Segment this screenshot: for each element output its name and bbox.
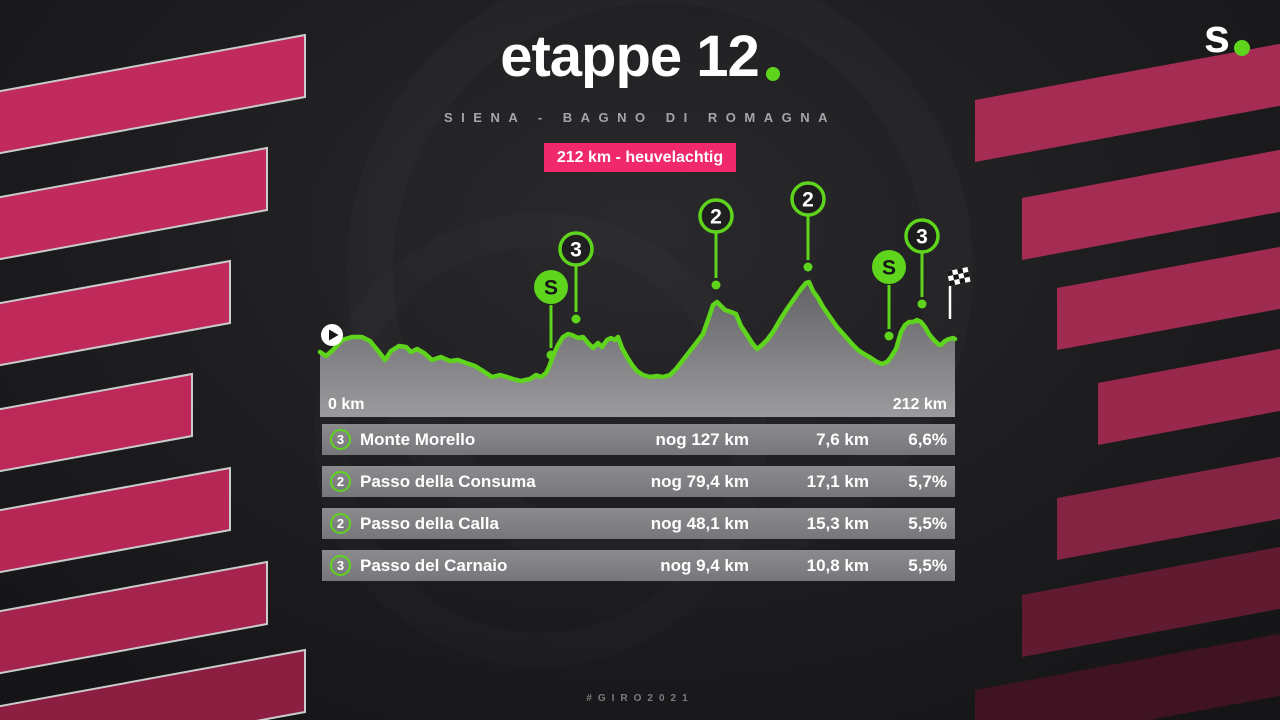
stripe	[0, 146, 268, 261]
marker-dot	[571, 314, 581, 324]
left-stripes	[0, 33, 306, 720]
climb-marker: 2	[790, 181, 826, 272]
finish-flag-icon	[946, 266, 971, 319]
sporza-logo: s	[1204, 12, 1250, 59]
climb-name: Passo della Calla	[360, 513, 499, 533]
climb-marker: 3	[904, 218, 940, 309]
climb-length: 7,6 km	[816, 429, 869, 449]
marker-circle	[698, 198, 734, 234]
distance-badge: 212 km - heuvelachtig	[543, 143, 737, 172]
table-row: 2 Passo della Calla nog 48,1 km 15,3 km …	[322, 508, 955, 539]
start-km-label: 0 km	[328, 396, 365, 413]
play-icon[interactable]	[321, 324, 343, 346]
climb-category-icon: 2	[330, 471, 351, 492]
climb-category-icon: 2	[330, 513, 351, 534]
title-dot-icon	[765, 67, 780, 81]
right-stripes	[975, 43, 1280, 720]
climb-marker: 3	[558, 231, 594, 324]
table-row: 2 Passo della Consuma nog 79,4 km 17,1 k…	[322, 466, 955, 497]
marker-circle	[534, 270, 568, 304]
climb-gradient: 6,6%	[908, 429, 947, 449]
stripe	[1057, 456, 1280, 560]
marker-dot	[711, 280, 721, 290]
marker-dot	[917, 299, 927, 309]
climb-gradient: 5,5%	[908, 513, 947, 533]
stripe	[1057, 246, 1280, 350]
profile-area	[320, 282, 955, 417]
stripe	[0, 33, 306, 155]
hashtag-label: #GIRO2021	[586, 693, 694, 704]
stripe	[0, 259, 231, 367]
marker-circle	[872, 250, 906, 284]
climb-name: Passo della Consuma	[360, 471, 536, 491]
marker-dot	[884, 331, 894, 341]
climb-remaining: nog 79,4 km	[650, 471, 749, 491]
stripe	[975, 633, 1280, 720]
stage-route-subtitle: SIENA - BAGNO DI ROMAGNA	[443, 110, 837, 125]
climbs-table: 3 Monte Morello nog 127 km 7,6 km 6,6% 2…	[322, 424, 955, 581]
climb-gradient: 5,5%	[908, 555, 947, 575]
stripe	[975, 43, 1280, 162]
marker-dot	[546, 350, 556, 360]
climb-marker: 2	[698, 198, 734, 290]
marker-circle	[904, 218, 940, 254]
climb-remaining: nog 48,1 km	[650, 513, 749, 533]
marker-label: S	[544, 277, 558, 300]
climb-length: 15,3 km	[806, 513, 869, 533]
sporza-logo-text: s	[1203, 9, 1230, 62]
climb-category-icon: 3	[330, 555, 351, 576]
page-title: etappe 12	[0, 28, 1280, 86]
marker-circle	[558, 231, 594, 267]
stripe	[1098, 348, 1280, 445]
climb-length: 17,1 km	[806, 471, 869, 491]
stripe	[0, 372, 193, 473]
marker-dot	[803, 262, 813, 272]
marker-label: 2	[802, 189, 814, 212]
marker-label: S	[882, 257, 896, 280]
page-title-text: etappe 12	[500, 24, 760, 89]
marker-circle	[790, 181, 826, 217]
sprint-marker: S	[534, 270, 568, 360]
profile-line	[317, 279, 958, 384]
marker-label: 3	[570, 239, 582, 262]
table-row: 3 Monte Morello nog 127 km 7,6 km 6,6%	[322, 424, 955, 455]
climb-gradient: 5,7%	[908, 471, 947, 491]
finish-km-label: 212 km	[892, 396, 947, 413]
sporza-logo-dot-icon	[1234, 40, 1250, 56]
marker-label: 3	[916, 226, 928, 249]
table-row: 3 Passo del Carnaio nog 9,4 km 10,8 km 5…	[322, 550, 955, 581]
sprint-marker: S	[872, 250, 906, 341]
climb-remaining: nog 9,4 km	[660, 555, 749, 575]
climb-name: Passo del Carnaio	[360, 555, 508, 575]
marker-label: 2	[710, 206, 722, 229]
stripe	[0, 648, 306, 720]
stripe	[0, 466, 231, 574]
stripe	[0, 560, 268, 675]
stripe	[1022, 546, 1280, 657]
climb-category-icon: 3	[330, 429, 351, 450]
climb-length: 10,8 km	[806, 555, 869, 575]
stripe	[1022, 149, 1280, 260]
climb-name: Monte Morello	[360, 429, 476, 449]
badge-wrapper: 212 km - heuvelachtig	[0, 143, 1280, 172]
climb-remaining: nog 127 km	[655, 429, 749, 449]
